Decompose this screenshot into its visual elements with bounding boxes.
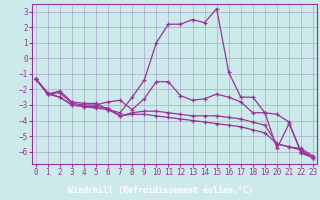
Text: Windchill (Refroidissement éolien,°C): Windchill (Refroidissement éolien,°C)	[68, 186, 252, 196]
